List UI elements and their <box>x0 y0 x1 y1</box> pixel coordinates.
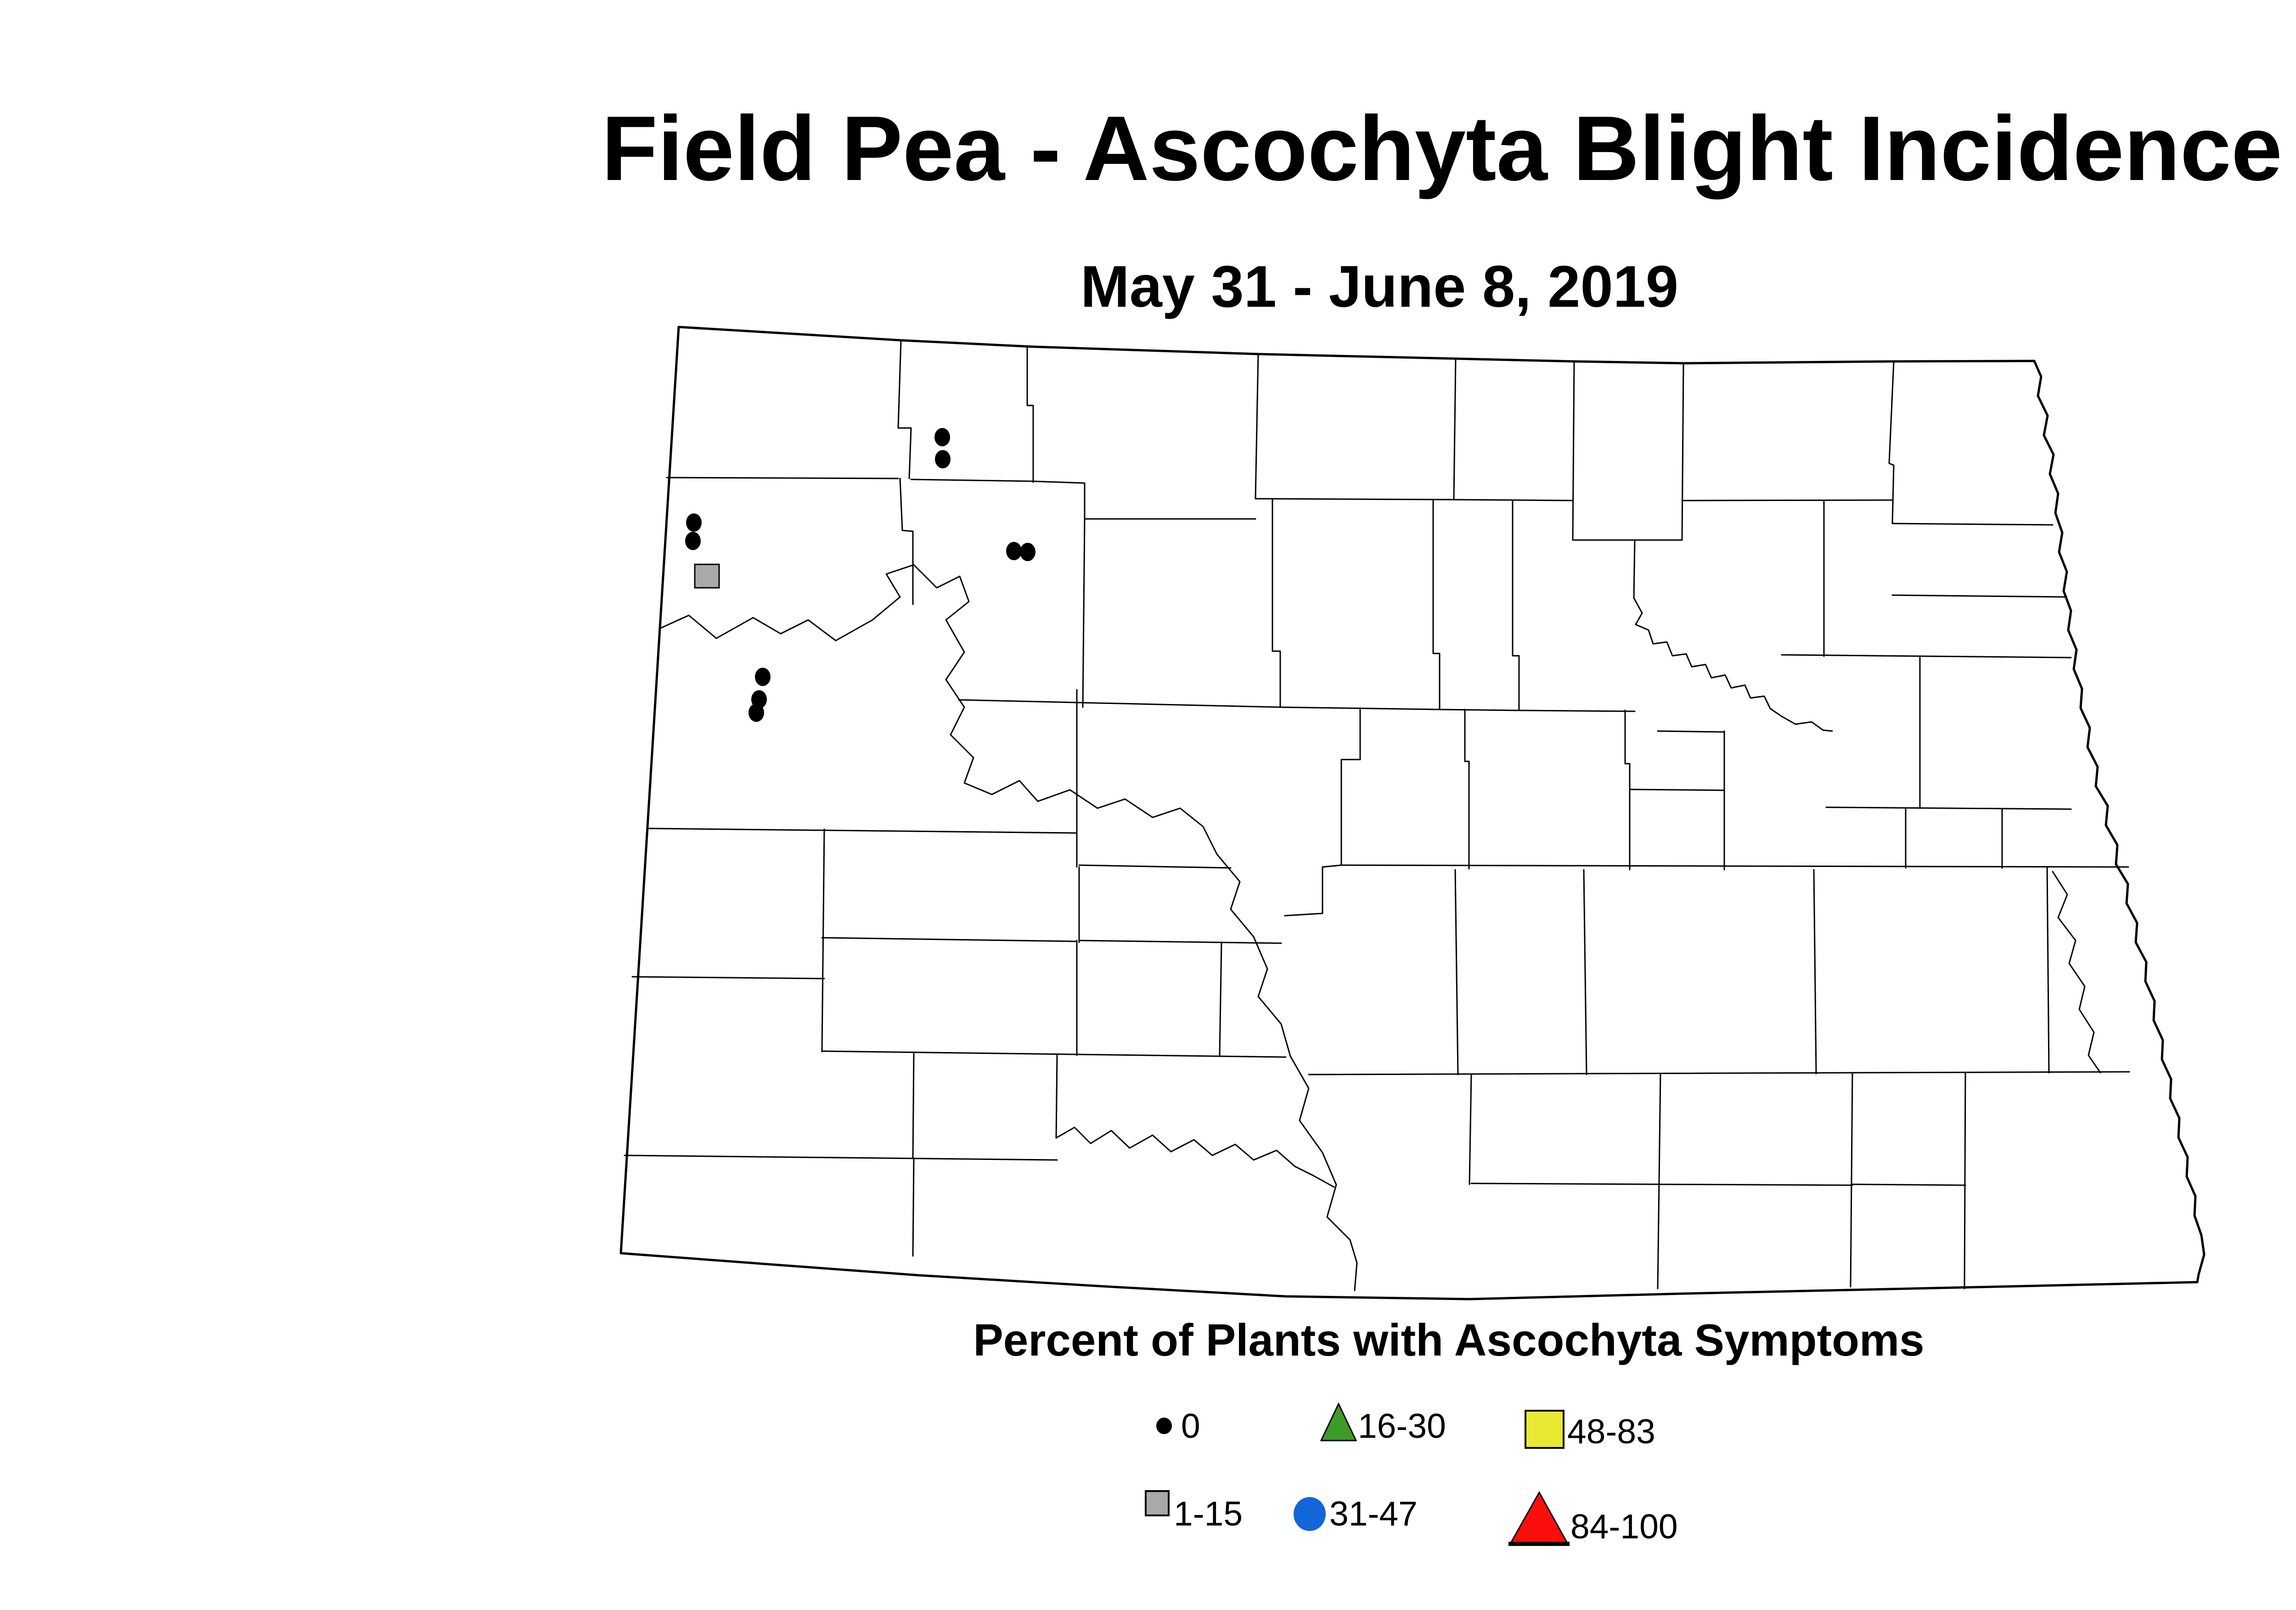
river-boundaries <box>659 564 2101 1291</box>
legend-label-84-100: 84-100 <box>1570 1507 1678 1546</box>
map-points-layer <box>685 428 1035 722</box>
cannonball-river <box>1055 1126 1335 1188</box>
legend-circle-blue-symbol <box>1294 1497 1326 1531</box>
map-point-1-15 <box>694 563 720 589</box>
legend-title: Percent of Plants with Ascochyta Symptom… <box>973 1315 1924 1365</box>
legend-triangle-green-symbol <box>1320 1402 1357 1441</box>
map-point-0 <box>686 513 702 532</box>
page-subtitle: May 31 - June 8, 2019 <box>1080 254 1678 320</box>
map-point-0 <box>1020 543 1035 561</box>
missouri-river <box>659 564 1358 1291</box>
legend-label-48-83: 48-83 <box>1567 1412 1655 1451</box>
map-point-0 <box>748 704 764 722</box>
legend-dot-symbol <box>1156 1418 1172 1434</box>
map-point-0 <box>1006 542 1022 560</box>
page-title: Field Pea - Ascochyta Blight Incidence <box>602 97 2282 200</box>
legend-triangle-red-symbol <box>1509 1491 1569 1544</box>
legend-label-0: 0 <box>1181 1407 1200 1445</box>
legend-square-gray-symbol <box>1145 1490 1170 1516</box>
legend-label-16-30: 16-30 <box>1358 1407 1446 1445</box>
state-outline <box>619 326 2206 1300</box>
legend-label-1-15: 1-15 <box>1174 1494 1243 1533</box>
map-point-0 <box>935 450 951 468</box>
devils-lake-shore <box>1633 597 1833 732</box>
map-point-0 <box>685 532 701 550</box>
map-point-0 <box>755 668 771 686</box>
legend: Percent of Plants with Ascochyta Symptom… <box>973 1315 1925 1546</box>
map-point-0 <box>934 428 950 446</box>
county-boundaries <box>624 339 2130 1289</box>
legend-square-yellow-symbol <box>1525 1410 1564 1449</box>
sheyenne-river <box>2052 871 2101 1074</box>
legend-label-31-47: 31-47 <box>1329 1494 1418 1533</box>
